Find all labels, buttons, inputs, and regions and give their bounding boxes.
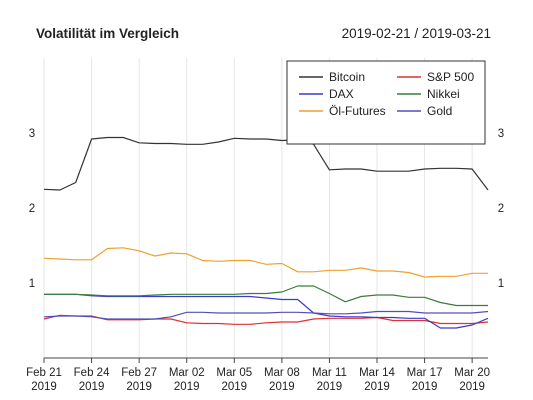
y-tick-label-left: 3	[29, 128, 35, 140]
series-line-nikkei	[44, 285, 488, 307]
legend-label: DAX	[329, 87, 354, 101]
x-tick-label: 2019	[269, 381, 295, 393]
x-tick-label: Feb 27	[121, 367, 157, 379]
y-tick-label-left: 1	[29, 278, 35, 290]
chart-title: Volatilität im Vergleich	[36, 26, 180, 41]
x-tick-label: 2019	[174, 381, 200, 393]
x-tick-label: Mar 20	[454, 367, 490, 379]
y-tick-label-left: 2	[29, 203, 35, 215]
x-tick-label: Mar 05	[216, 367, 252, 379]
series-line-s-p-500	[43, 314, 489, 325]
x-tick-label: 2019	[221, 381, 247, 393]
legend-label: Nikkei	[427, 87, 460, 101]
series-line--l-futures	[43, 247, 488, 278]
y-tick-label-right: 1	[498, 278, 504, 290]
legend: Bitcoin S&P 500 DAX Nikkei Öl-Futures Gold	[286, 60, 486, 145]
series-line-bitcoin	[43, 136, 489, 191]
y-tick-label-right: 2	[498, 203, 504, 215]
x-tick-label: 2019	[126, 381, 152, 393]
x-tick-label: 2019	[364, 381, 390, 393]
x-tick-label: 2019	[459, 381, 485, 393]
legend-label: Bitcoin	[329, 70, 365, 84]
x-tick-label: Mar 02	[169, 367, 205, 379]
series-line-dax	[44, 293, 489, 329]
legend-label: Öl-Futures	[329, 104, 386, 118]
legend-label: Gold	[427, 104, 452, 118]
x-tick-label: Mar 11	[312, 367, 347, 379]
x-tick-label: Feb 21	[26, 367, 62, 379]
legend-box	[286, 60, 486, 145]
axes: Feb 21 2019 Feb 24 2019 Feb 27 2019 Mar 02 2019…	[26, 128, 504, 393]
x-tick-label: Mar 14	[359, 367, 395, 379]
x-tick-label: 2019	[412, 381, 438, 393]
date-range-label: 2019-02-21 / 2019-03-21	[341, 26, 491, 41]
x-tick-label: 2019	[317, 381, 343, 393]
y-tick-label-right: 3	[498, 128, 504, 140]
series-lines	[43, 136, 489, 329]
x-tick-label: Mar 08	[264, 367, 300, 379]
legend-label: S&P 500	[427, 70, 474, 84]
series-line-gold	[43, 310, 489, 320]
x-tick-label: 2019	[31, 381, 57, 393]
x-tick-label: Mar 17	[407, 367, 443, 379]
x-tick-label: Feb 24	[74, 367, 110, 379]
x-tick-label: 2019	[79, 381, 105, 393]
